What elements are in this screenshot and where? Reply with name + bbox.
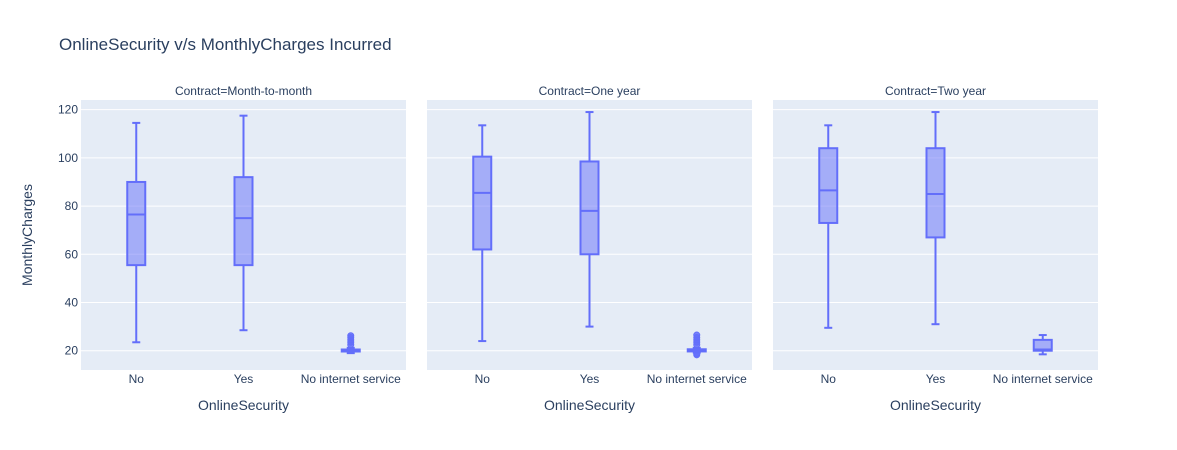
facet-panel: Contract=Month-to-month OnlineSecurity No Y… [81, 84, 406, 413]
facet-title: Contract=Two year [885, 84, 986, 98]
y-tick-label: 80 [65, 199, 79, 213]
iqr-box [472, 155, 493, 251]
iqr-box [579, 160, 600, 256]
x-tick-label: No [475, 372, 491, 386]
box-no-internet-service [686, 331, 707, 359]
outlier-point [693, 331, 701, 339]
facet-panel: Contract=One year OnlineSecurity No Yes No i… [427, 84, 752, 413]
y-tick-label: 100 [58, 151, 78, 165]
facets-group: 20 40 60 80 100 120 Contract=Month-to-month Onl… [58, 84, 1098, 413]
box-no-internet-service [340, 332, 361, 355]
y-tick-label: 40 [65, 296, 79, 310]
x-tick-label: No internet service [993, 372, 1093, 386]
iqr-box [925, 147, 946, 239]
facet-title: Contract=One year [539, 84, 641, 98]
iqr-box [126, 180, 147, 267]
x-tick-label: Yes [580, 372, 600, 386]
y-axis-title: MonthlyCharges [19, 184, 35, 286]
iqr-box [818, 147, 839, 224]
y-tick-label: 120 [58, 103, 78, 117]
box-no [472, 124, 493, 343]
x-tick-label: Yes [234, 372, 254, 386]
x-axis-title: OnlineSecurity [890, 397, 981, 413]
x-tick-label: No internet service [301, 372, 401, 386]
iqr-box [233, 176, 254, 267]
box-yes [925, 111, 946, 326]
x-axis-title: OnlineSecurity [198, 397, 289, 413]
x-tick-label: Yes [926, 372, 946, 386]
box-no-internet-service [1032, 334, 1053, 356]
chart-title: OnlineSecurity v/s MonthlyCharges Incurr… [59, 35, 392, 54]
x-axis-title: OnlineSecurity [544, 397, 635, 413]
outlier-point [693, 350, 701, 358]
y-tick-label: 60 [65, 247, 79, 261]
facet-panel: Contract=Two year OnlineSecurity No Yes No i… [773, 84, 1098, 413]
facet-title: Contract=Month-to-month [175, 84, 312, 98]
box-yes [233, 114, 254, 332]
box-no [818, 124, 839, 329]
x-tick-label: No [129, 372, 145, 386]
iqr-box [1032, 338, 1053, 352]
y-tick-label: 20 [65, 344, 79, 358]
x-tick-label: No internet service [647, 372, 747, 386]
x-tick-label: No [821, 372, 837, 386]
outlier-point [347, 332, 355, 340]
box-no [126, 121, 147, 344]
box-yes [579, 111, 600, 328]
